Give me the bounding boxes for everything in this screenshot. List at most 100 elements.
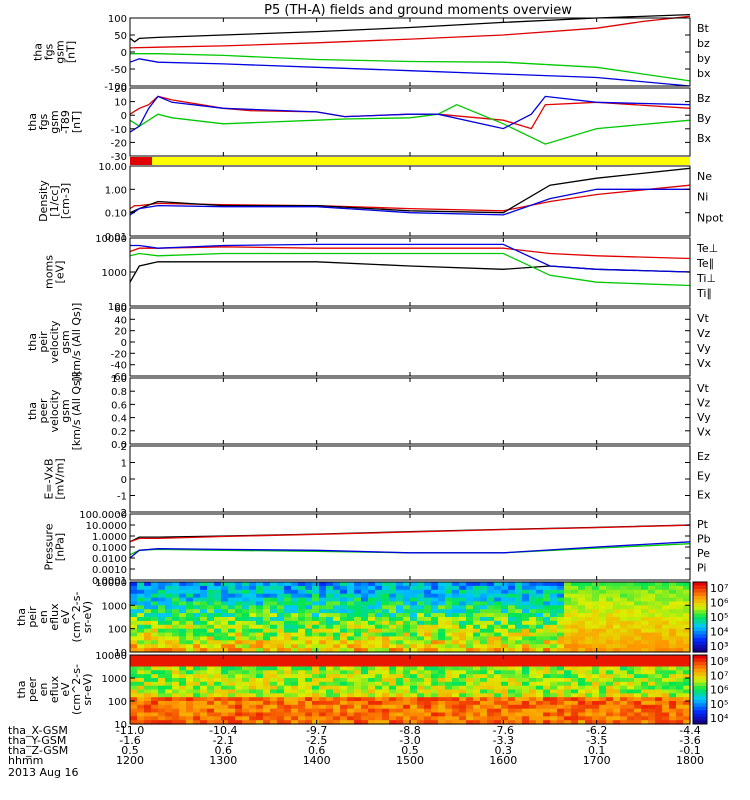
heatmap-cell bbox=[459, 708, 467, 714]
heatmap-cell bbox=[172, 655, 180, 660]
heatmap-cell bbox=[249, 678, 257, 683]
heatmap-cell bbox=[214, 609, 222, 614]
heatmap-cell bbox=[368, 605, 376, 610]
heatmap-cell bbox=[606, 605, 614, 610]
heatmap-cell bbox=[550, 655, 558, 660]
heatmap-cell bbox=[207, 628, 215, 634]
heatmap-cell bbox=[221, 644, 229, 649]
heatmap-cell bbox=[599, 697, 607, 702]
heatmap-cell bbox=[494, 685, 502, 691]
heatmap-cell bbox=[452, 716, 460, 721]
heatmap-cell bbox=[529, 632, 537, 638]
heatmap-cell bbox=[494, 640, 502, 645]
heatmap-cell bbox=[207, 720, 215, 725]
heatmap-cell bbox=[452, 701, 460, 706]
heatmap-cell bbox=[487, 589, 495, 595]
heatmap-cell bbox=[634, 685, 642, 691]
legend-entry: Te⊥ bbox=[696, 242, 718, 255]
heatmap-cell bbox=[655, 655, 663, 660]
heatmap-cell bbox=[130, 644, 138, 649]
heatmap-cell bbox=[263, 617, 271, 622]
heatmap-cell bbox=[361, 613, 369, 618]
heatmap-cell bbox=[179, 685, 187, 691]
heatmap-cell bbox=[438, 620, 446, 626]
heatmap-cell bbox=[158, 585, 166, 591]
y-tick-label: 1.0000 bbox=[92, 532, 127, 543]
y-axis-label: fgs bbox=[37, 113, 50, 130]
heatmap-cell bbox=[473, 589, 481, 595]
heatmap-cell bbox=[438, 708, 446, 714]
x-axis-value: -10.4 bbox=[209, 724, 237, 737]
heatmap-cell bbox=[305, 701, 313, 706]
heatmap-cell bbox=[221, 655, 229, 660]
heatmap-cell bbox=[606, 589, 614, 595]
heatmap-cell bbox=[333, 681, 341, 687]
heatmap-cell bbox=[480, 593, 488, 599]
heatmap-cell bbox=[683, 593, 691, 599]
heatmap-cell bbox=[508, 589, 516, 595]
heatmap-cell bbox=[326, 609, 334, 614]
y-axis-label: gsm bbox=[59, 330, 72, 353]
heatmap-cell bbox=[564, 585, 572, 591]
heatmap-cell bbox=[676, 597, 684, 603]
heatmap-cell bbox=[207, 609, 215, 614]
heatmap-cell bbox=[515, 605, 523, 610]
heatmap-cell bbox=[130, 658, 138, 664]
heatmap-cell bbox=[235, 644, 243, 649]
heatmap-cell bbox=[326, 624, 334, 630]
heatmap-cell bbox=[305, 613, 313, 618]
heatmap-cell bbox=[543, 701, 551, 706]
heatmap-cell bbox=[144, 585, 152, 591]
heatmap-cell bbox=[249, 644, 257, 649]
heatmap-cell bbox=[417, 628, 425, 634]
heatmap-cell bbox=[676, 720, 684, 725]
heatmap-cell bbox=[508, 658, 516, 664]
heatmap-cell bbox=[494, 697, 502, 702]
heatmap-cell bbox=[599, 620, 607, 626]
heatmap-cell bbox=[396, 617, 404, 622]
heatmap-cell bbox=[305, 689, 313, 694]
heatmap-cell bbox=[284, 640, 292, 645]
heatmap-cell bbox=[354, 609, 362, 614]
heatmap-cell bbox=[312, 597, 320, 603]
heatmap-cell bbox=[431, 636, 439, 641]
heatmap-cell bbox=[445, 693, 453, 698]
heatmap-cell bbox=[508, 662, 516, 668]
heatmap-cell bbox=[578, 678, 586, 683]
y-tick-label: 10000 bbox=[95, 234, 127, 245]
heatmap-cell bbox=[501, 712, 509, 717]
heatmap-cell bbox=[382, 658, 390, 664]
heatmap-cell bbox=[550, 674, 558, 679]
heatmap-cell bbox=[599, 644, 607, 649]
heatmap-cell bbox=[473, 708, 481, 714]
heatmap-cell bbox=[151, 716, 159, 721]
heatmap-cell bbox=[564, 624, 572, 630]
colorbar-segment bbox=[693, 699, 707, 704]
colorbar-segment bbox=[693, 655, 707, 659]
heatmap-cell bbox=[221, 658, 229, 664]
heatmap-cell bbox=[445, 636, 453, 641]
heatmap-cell bbox=[186, 648, 194, 653]
heatmap-cell bbox=[256, 720, 264, 725]
heatmap-cell bbox=[557, 601, 565, 606]
heatmap-cell bbox=[620, 666, 628, 671]
heatmap-cell bbox=[375, 620, 383, 626]
heatmap-cell bbox=[634, 620, 642, 626]
heatmap-cell bbox=[641, 689, 649, 694]
heatmap-cell bbox=[501, 666, 509, 671]
heatmap-cell bbox=[270, 708, 278, 714]
heatmap-cell bbox=[396, 689, 404, 694]
heatmap-cell bbox=[536, 593, 544, 599]
heatmap-cell bbox=[578, 685, 586, 691]
heatmap-cell bbox=[305, 597, 313, 603]
heatmap-cell bbox=[683, 636, 691, 641]
heatmap-cell bbox=[557, 704, 565, 710]
heatmap-cell bbox=[599, 613, 607, 618]
heatmap-cell bbox=[550, 689, 558, 694]
y-tick-label: 0.0010 bbox=[92, 565, 127, 576]
heatmap-cell bbox=[193, 624, 201, 630]
heatmap-cell bbox=[179, 617, 187, 622]
heatmap-cell bbox=[193, 689, 201, 694]
heatmap-cell bbox=[186, 609, 194, 614]
heatmap-cell bbox=[130, 632, 138, 638]
